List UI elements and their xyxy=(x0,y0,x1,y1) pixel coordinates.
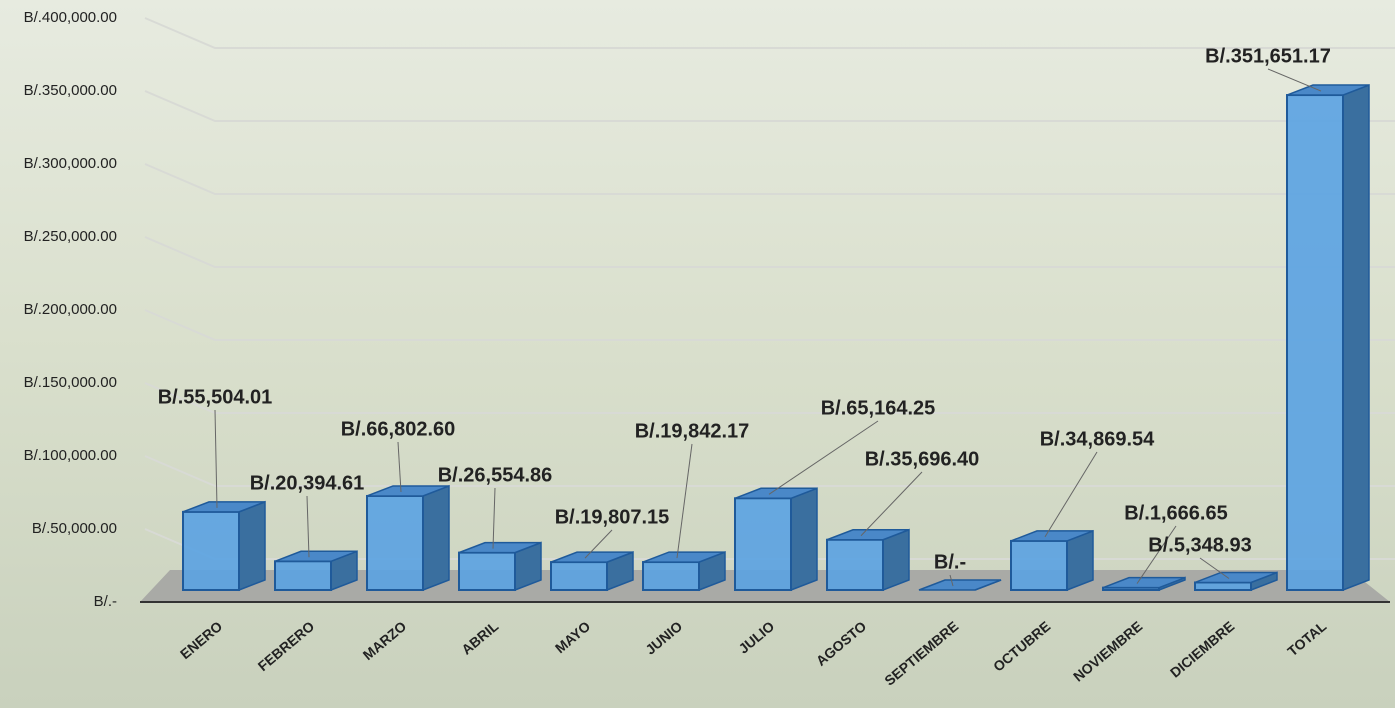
bar xyxy=(1287,95,1343,590)
bar xyxy=(275,561,331,590)
bar xyxy=(183,512,239,590)
bar-side xyxy=(791,488,817,590)
page: B/.- B/.50,000.00 B/.100,000.00 B/.150,000.… xyxy=(0,0,1395,708)
bar-side xyxy=(1343,85,1369,590)
value-label: B/.34,869.54 xyxy=(1040,428,1155,450)
y-tick-label: B/.250,000.00 xyxy=(24,228,117,245)
value-label: B/.5,348.93 xyxy=(1148,534,1251,556)
y-tick-label: B/.350,000.00 xyxy=(24,82,117,99)
bar xyxy=(1195,582,1251,590)
value-label: B/.19,842.17 xyxy=(635,420,750,442)
value-label: B/.65,164.25 xyxy=(821,397,936,419)
value-label: B/.66,802.60 xyxy=(341,418,456,440)
bar xyxy=(827,540,883,590)
bar xyxy=(551,562,607,590)
value-label: B/.26,554.86 xyxy=(438,464,553,486)
y-tick-label: B/.50,000.00 xyxy=(32,520,117,537)
value-label: B/.20,394.61 xyxy=(250,472,365,494)
bar xyxy=(1011,541,1067,590)
y-tick-label: B/.100,000.00 xyxy=(24,447,117,464)
bar-side xyxy=(423,486,449,590)
y-tick-label: B/.400,000.00 xyxy=(24,9,117,26)
value-label: B/.35,696.40 xyxy=(865,448,980,470)
bar xyxy=(367,496,423,590)
bar-side xyxy=(239,502,265,590)
value-label: B/.- xyxy=(934,551,966,573)
bar xyxy=(459,553,515,590)
chart: B/.- B/.50,000.00 B/.100,000.00 B/.150,000.… xyxy=(0,0,1395,708)
value-label: B/.351,651.17 xyxy=(1205,45,1331,67)
y-tick-label: B/.- xyxy=(94,593,117,610)
y-tick-label: B/.300,000.00 xyxy=(24,155,117,172)
y-tick-label: B/.200,000.00 xyxy=(24,301,117,318)
y-tick-label: B/.150,000.00 xyxy=(24,374,117,391)
value-label: B/.19,807.15 xyxy=(555,506,670,528)
bar xyxy=(735,498,791,590)
value-label: B/.55,504.01 xyxy=(158,386,273,408)
value-label: B/.1,666.65 xyxy=(1124,502,1227,524)
bar xyxy=(643,562,699,590)
